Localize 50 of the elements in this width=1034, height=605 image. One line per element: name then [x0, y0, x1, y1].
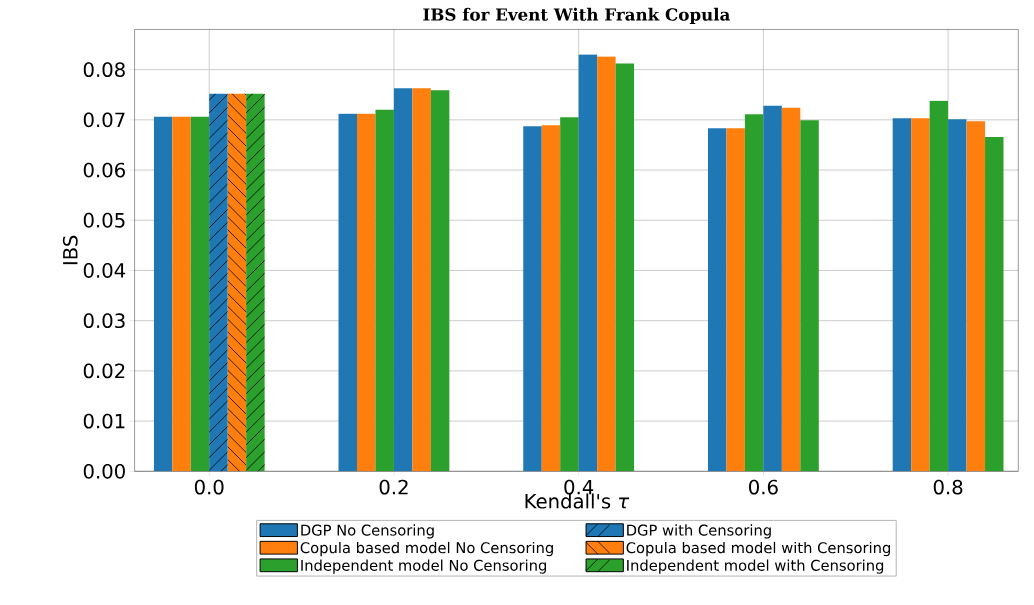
bar: [948, 119, 967, 472]
y-tick-label: 0.00: [83, 463, 125, 479]
x-tick-label: 0.0: [194, 479, 224, 495]
bar: [597, 56, 616, 472]
bar: [375, 109, 394, 472]
bar: [781, 107, 801, 472]
bar: [911, 118, 930, 472]
bar: [393, 88, 413, 472]
x-tick-label: 0.2: [379, 479, 408, 495]
y-tick-label: 0.06: [83, 162, 125, 178]
x-tick-label: 0.6: [749, 479, 778, 495]
y-tick-label: 0.04: [83, 263, 126, 278]
bar: [190, 116, 210, 472]
x-tick-label: 0.4: [564, 479, 594, 495]
bar: [523, 126, 542, 472]
y-axis-title: IBS: [62, 235, 78, 265]
y-tick-label: 0.03: [83, 313, 125, 329]
bar: [615, 63, 635, 472]
legend-label: Copula based model with Censoring: [626, 541, 890, 557]
y-tick-label: 0.07: [83, 112, 125, 128]
bar: [707, 128, 727, 472]
bar: [800, 120, 819, 472]
bar: [430, 90, 450, 472]
bar: [744, 114, 764, 472]
bar: [763, 105, 782, 472]
chart-title: IBS for Event With Frank Copula: [423, 7, 731, 25]
legend-label: Copula based model No Censoring: [300, 541, 553, 557]
bar: [578, 54, 598, 472]
bar: [338, 113, 357, 472]
y-tick-label: 0.05: [83, 212, 125, 228]
legend-label: Independent model No Censoring: [301, 559, 547, 574]
bar: [357, 113, 376, 472]
bar: [892, 118, 912, 472]
x-tick-label: 0.8: [933, 479, 963, 495]
x-axis-title: Kendall's τ: [525, 493, 630, 509]
bar: [412, 88, 431, 472]
bar: [172, 116, 191, 472]
bar: [726, 128, 745, 472]
legend-label: DGP with Censoring: [627, 524, 771, 539]
legend-label: DGP No Censoring: [301, 524, 434, 539]
bar: [560, 117, 579, 472]
y-tick-label: 0.08: [83, 62, 125, 78]
y-tick-label: 0.02: [83, 363, 125, 379]
bar: [966, 121, 986, 472]
legend-label: Independent model with Censoring: [627, 559, 884, 574]
bar: [929, 100, 949, 472]
bar: [153, 116, 173, 472]
bar: [541, 125, 561, 472]
bar: [985, 136, 1004, 472]
y-tick-label: 0.01: [83, 413, 125, 429]
